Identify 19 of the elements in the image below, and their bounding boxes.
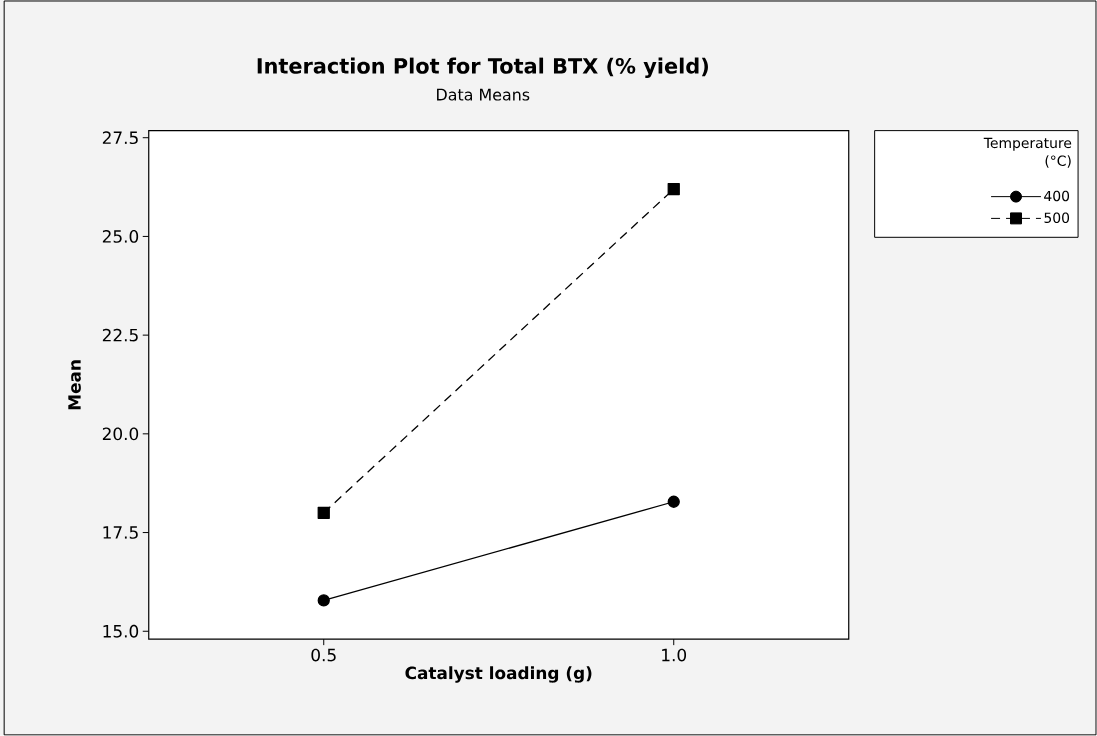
y-tick-label: 15.0	[103, 624, 139, 638]
x-tick-label: 0.5	[311, 648, 336, 662]
point	[667, 182, 680, 196]
legend-title: Temperature (°C)	[983, 137, 1072, 168]
chart-subtitle: Data Means	[437, 88, 530, 101]
x-axis-title: Catalyst loading (g)	[405, 666, 592, 683]
chart-title: Interaction Plot for Total BTX (% yield)	[257, 57, 708, 79]
point	[317, 594, 330, 607]
y-tick-label: 25.0	[102, 230, 139, 243]
legend-label: 500	[1044, 212, 1070, 224]
point	[317, 506, 330, 519]
x-tick-label: 1.0	[662, 648, 687, 662]
legend-label: 400	[1044, 190, 1070, 202]
point	[667, 495, 680, 508]
y-tick-label: 27.5	[102, 131, 138, 145]
y-axis-title: Mean	[68, 360, 81, 410]
y-tick-label: 22.5	[102, 328, 138, 342]
y-tick-label: 17.5	[103, 526, 138, 539]
y-tick-label: 20.0	[102, 427, 139, 441]
